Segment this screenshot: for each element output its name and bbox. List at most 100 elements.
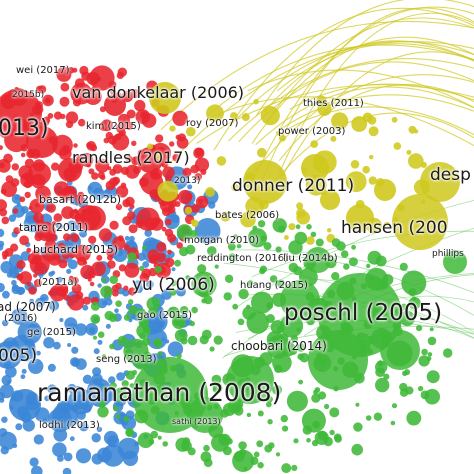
green-node[interactable] (174, 259, 182, 267)
red-node[interactable] (115, 203, 123, 211)
blue-node[interactable] (93, 348, 100, 355)
yellow-node[interactable] (257, 147, 267, 158)
green-node[interactable] (97, 331, 105, 339)
blue-node[interactable] (44, 395, 51, 402)
yellow-node[interactable] (368, 126, 379, 137)
red-node[interactable] (63, 233, 71, 242)
red-node[interactable] (32, 159, 46, 172)
red-node[interactable] (77, 191, 85, 199)
yellow-node[interactable] (420, 162, 460, 202)
green-node[interactable] (331, 272, 340, 281)
red-node[interactable] (62, 185, 77, 201)
blue-node[interactable] (43, 337, 55, 349)
green-node[interactable] (232, 303, 239, 310)
red-node[interactable] (26, 247, 32, 253)
red-node[interactable] (120, 166, 130, 175)
green-node[interactable] (375, 377, 390, 393)
blue-node[interactable] (134, 284, 143, 294)
yellow-node[interactable] (276, 130, 281, 135)
green-node[interactable] (351, 244, 356, 250)
red-node[interactable] (134, 99, 146, 112)
red-node[interactable] (0, 89, 42, 137)
blue-node[interactable] (48, 300, 60, 311)
yellow-node[interactable] (296, 208, 306, 219)
blue-node[interactable] (79, 229, 88, 238)
green-node[interactable] (139, 265, 145, 271)
green-node[interactable] (265, 395, 273, 403)
red-node[interactable] (71, 283, 82, 294)
green-node[interactable] (268, 442, 275, 449)
yellow-node[interactable] (230, 112, 238, 120)
green-node[interactable] (293, 438, 299, 444)
green-node[interactable] (203, 295, 213, 305)
red-node[interactable] (5, 175, 14, 183)
green-node[interactable] (236, 243, 242, 249)
green-node[interactable] (113, 405, 119, 412)
red-node[interactable] (79, 152, 94, 167)
node-label-013[interactable]: 013) (0, 116, 49, 141)
yellow-node[interactable] (288, 223, 296, 231)
green-node[interactable] (136, 323, 151, 338)
red-cluster-nodes[interactable] (0, 65, 210, 311)
node-label-van-donkelaar-2006[interactable]: van donkelaar (2006) (72, 83, 245, 102)
blue-node[interactable] (47, 363, 56, 372)
node-label-2016[interactable]: (2016) (4, 313, 38, 324)
yellow-node[interactable] (408, 153, 424, 169)
red-node[interactable] (194, 157, 210, 172)
green-node[interactable] (406, 410, 422, 426)
red-node[interactable] (108, 81, 117, 89)
blue-node[interactable] (107, 435, 120, 448)
red-node[interactable] (161, 161, 169, 168)
blue-node[interactable] (144, 229, 152, 237)
red-node[interactable] (73, 143, 78, 148)
blue-node[interactable] (23, 346, 37, 360)
red-node[interactable] (193, 147, 205, 159)
red-node[interactable] (172, 110, 188, 127)
red-node[interactable] (83, 260, 88, 265)
blue-node[interactable] (91, 433, 101, 443)
green-node[interactable] (135, 308, 147, 320)
node-label-sathi-2013[interactable]: sathi (2013) (172, 417, 221, 426)
red-node[interactable] (176, 136, 189, 149)
blue-node[interactable] (14, 195, 20, 201)
red-node[interactable] (137, 147, 163, 173)
node-label-morgan-2010[interactable]: morgan (2010) (184, 235, 260, 246)
node-label-2013[interactable]: 2013) (174, 176, 201, 186)
blue-node[interactable] (16, 202, 21, 207)
red-node[interactable] (110, 88, 117, 95)
node-label-huang-2015[interactable]: huang (2015) (240, 280, 308, 291)
red-node[interactable] (167, 249, 172, 255)
green-node[interactable] (179, 306, 189, 315)
node-label-basart-2012b[interactable]: basart (2012b) (39, 193, 122, 206)
red-node[interactable] (33, 273, 38, 278)
red-node[interactable] (60, 113, 66, 120)
green-node[interactable] (429, 327, 434, 332)
blue-node[interactable] (117, 437, 140, 460)
green-node[interactable] (198, 288, 209, 298)
blue-node[interactable] (102, 189, 112, 199)
green-node[interactable] (157, 435, 162, 440)
green-node[interactable] (424, 388, 441, 405)
green-node[interactable] (247, 228, 268, 248)
node-label-lodhi-2013[interactable]: lodhi (2013) (39, 420, 100, 431)
blue-node[interactable] (96, 426, 103, 432)
red-node[interactable] (81, 205, 106, 231)
blue-node[interactable] (29, 457, 39, 467)
red-node[interactable] (0, 188, 7, 195)
green-node[interactable] (90, 301, 100, 311)
green-node[interactable] (176, 224, 193, 240)
red-node[interactable] (90, 144, 98, 152)
green-node[interactable] (426, 370, 440, 384)
node-label-seng-2013[interactable]: seng (2013) (96, 354, 157, 365)
green-node[interactable] (296, 343, 306, 352)
red-node[interactable] (97, 171, 105, 179)
node-label-reddington-2016[interactable]: reddington (2016) (197, 253, 289, 264)
green-node[interactable] (310, 231, 317, 238)
red-node[interactable] (69, 251, 76, 259)
green-node[interactable] (405, 386, 414, 395)
blue-node[interactable] (79, 421, 89, 432)
red-node[interactable] (58, 158, 82, 182)
blue-node[interactable] (97, 339, 103, 345)
blue-node[interactable] (33, 434, 44, 445)
